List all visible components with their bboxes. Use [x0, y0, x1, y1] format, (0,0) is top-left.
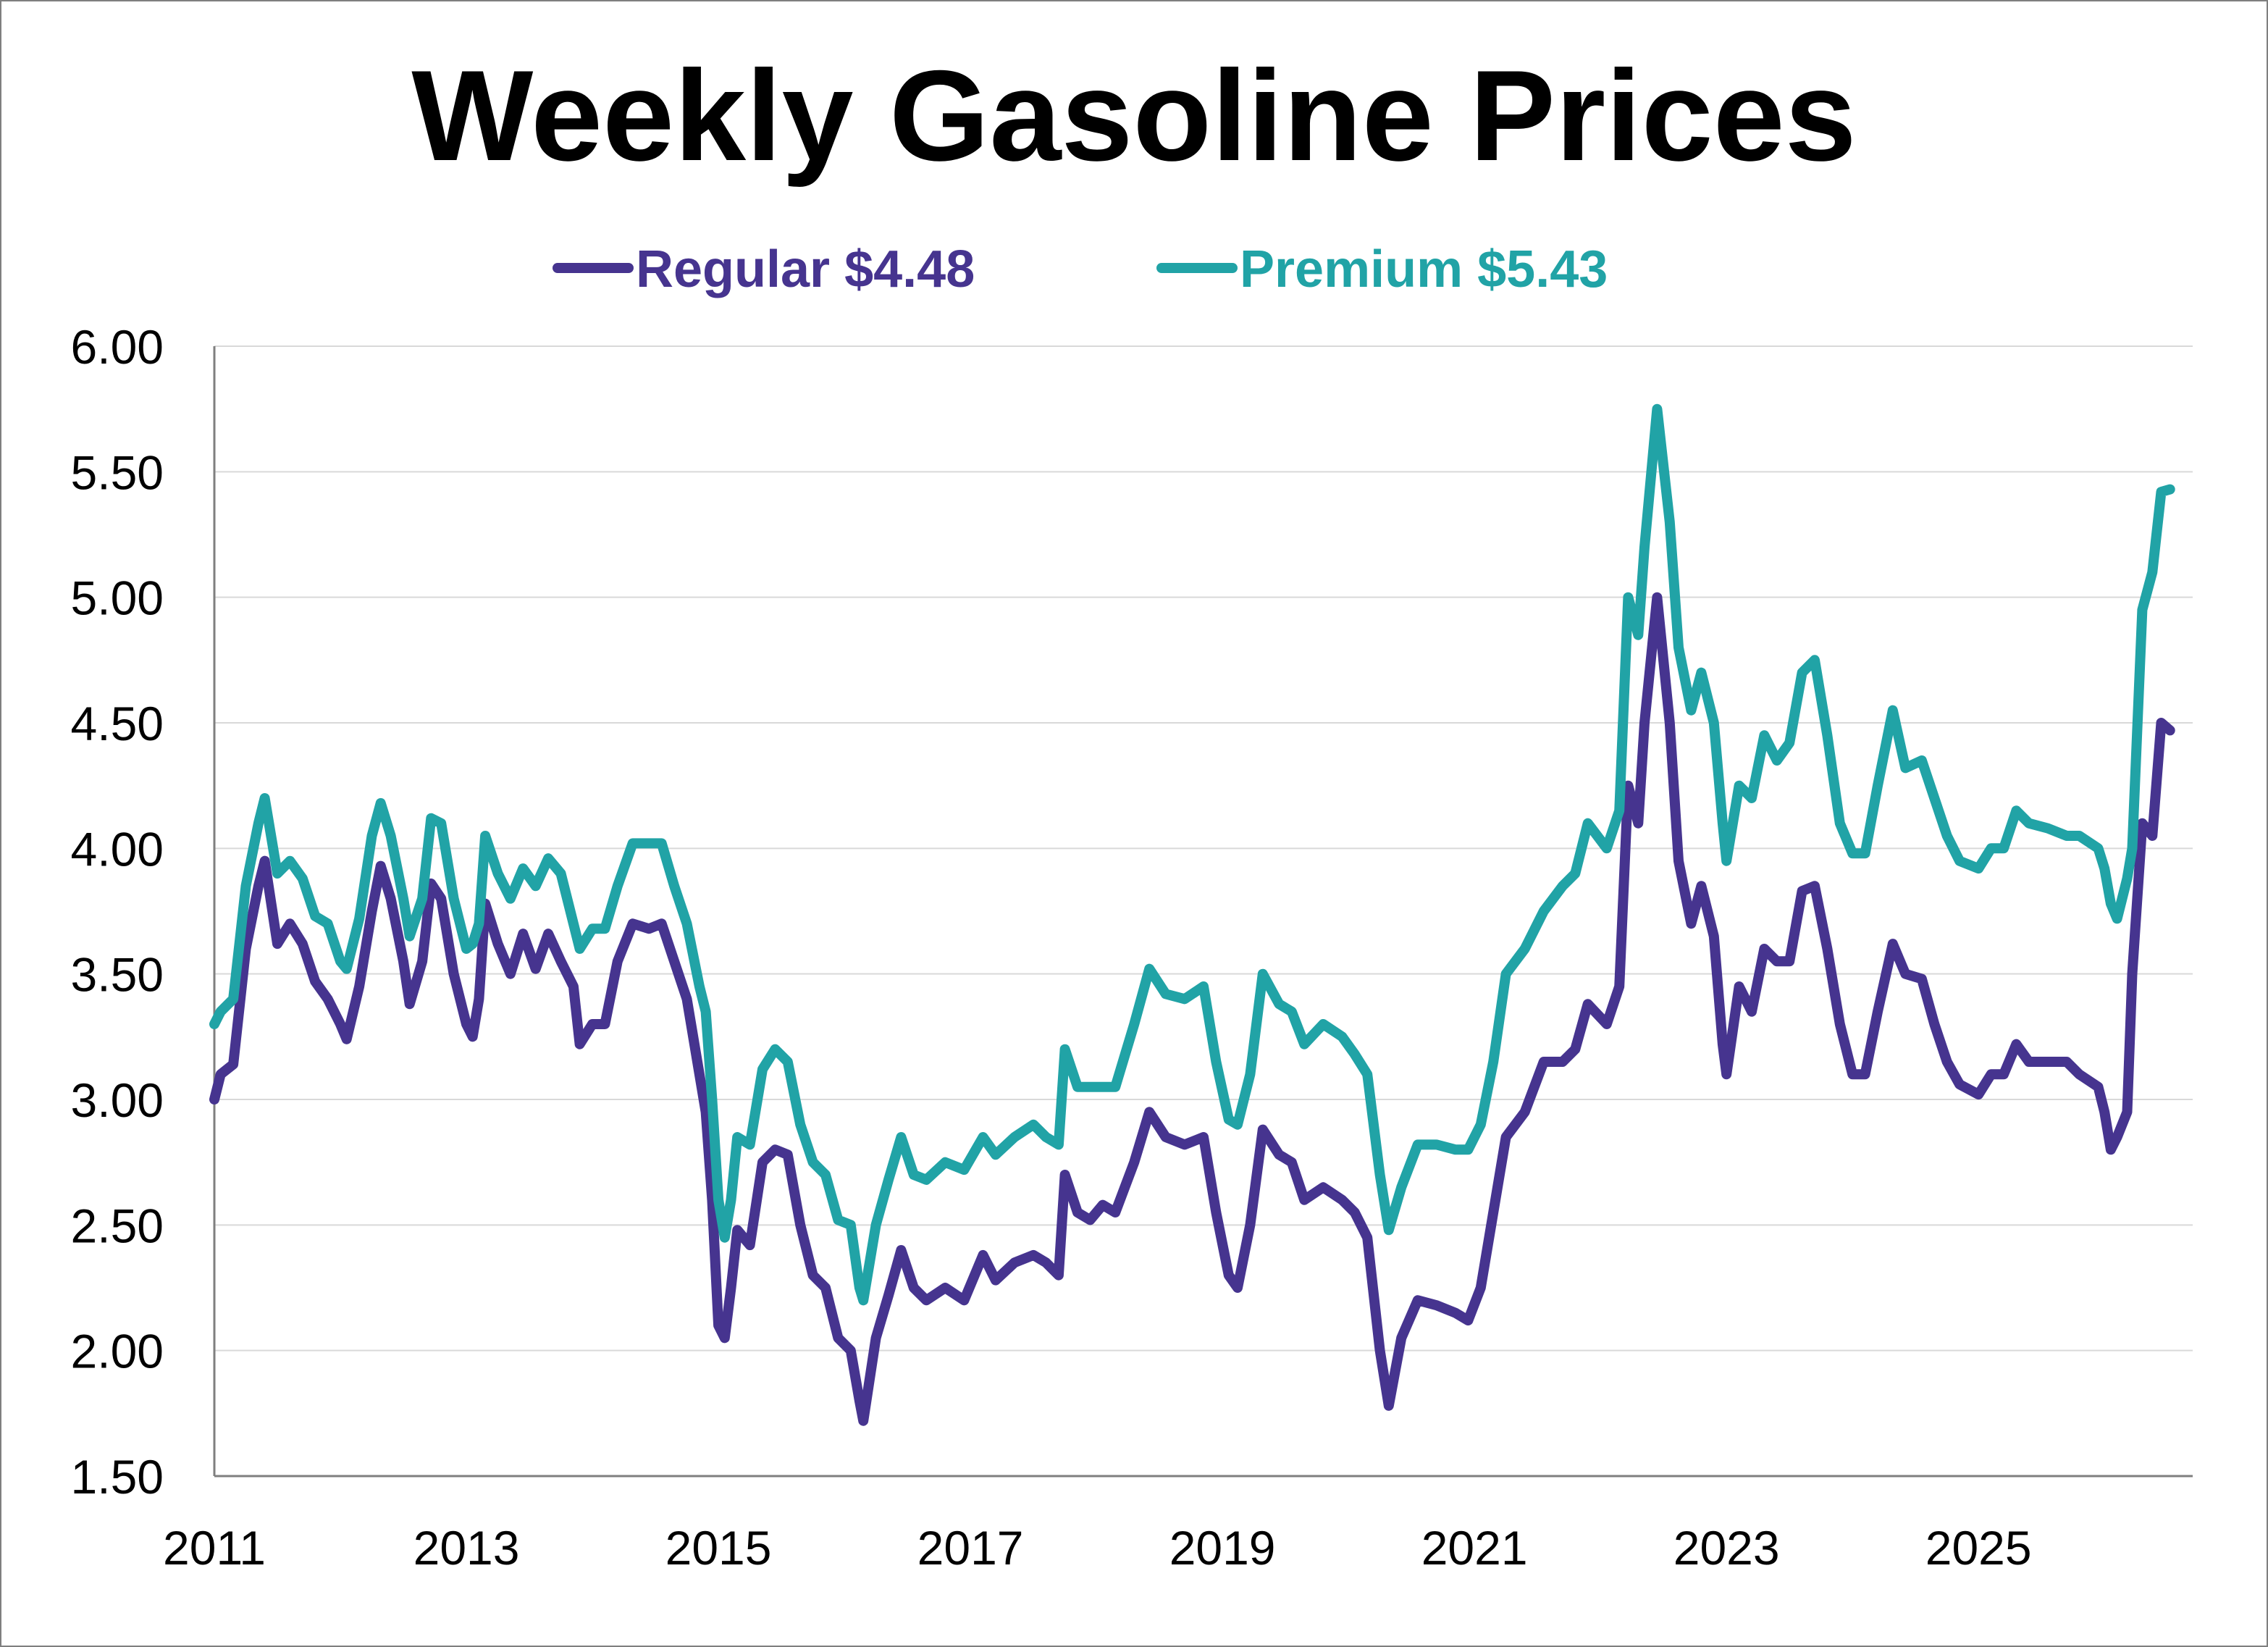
y-tick-label: 5.50 — [71, 445, 164, 499]
y-axis-tick-labels: 1.50 2.00 2.50 3.00 3.50 4.00 4.50 5.00 5.50 6.00 — [71, 320, 164, 1504]
x-tick-label: 2025 — [1925, 1521, 2032, 1575]
axes — [213, 346, 2193, 1478]
y-tick-label: 6.00 — [71, 320, 164, 374]
y-tick-label: 3.50 — [71, 948, 164, 1002]
chart-title: Weekly Gasoline Prices — [411, 43, 1857, 188]
x-tick-label: 2013 — [413, 1521, 520, 1575]
y-tick-label: 3.00 — [71, 1073, 164, 1127]
y-tick-label: 5.00 — [71, 571, 164, 625]
x-tick-label: 2011 — [163, 1521, 266, 1575]
y-tick-label: 4.50 — [71, 697, 164, 750]
series-lines — [209, 403, 2175, 1426]
y-tick-label: 1.50 — [71, 1450, 164, 1504]
legend-label: Regular $4.48 — [636, 240, 975, 298]
y-tick-label: 2.00 — [71, 1325, 164, 1378]
x-tick-label: 2015 — [665, 1521, 772, 1575]
series-line-premium — [209, 403, 2175, 1306]
y-tick-label: 2.50 — [71, 1199, 164, 1252]
legend: Regular $4.48 Premium $5.43 — [553, 240, 1608, 298]
series-line-regular — [209, 592, 2175, 1426]
y-tick-label: 4.00 — [71, 822, 164, 876]
x-tick-label: 2021 — [1421, 1521, 1528, 1575]
gridlines — [214, 345, 2193, 1351]
legend-item-regular: Regular $4.48 — [553, 240, 975, 298]
legend-item-premium: Premium $5.43 — [1156, 240, 1608, 298]
x-tick-label: 2019 — [1169, 1521, 1276, 1575]
x-axis-tick-labels: 2011 2013 2015 2017 2019 2021 2023 2025 — [163, 1521, 2032, 1575]
x-tick-label: 2023 — [1673, 1521, 1780, 1575]
x-tick-label: 2017 — [917, 1521, 1024, 1575]
legend-label: Premium $5.43 — [1240, 240, 1608, 298]
